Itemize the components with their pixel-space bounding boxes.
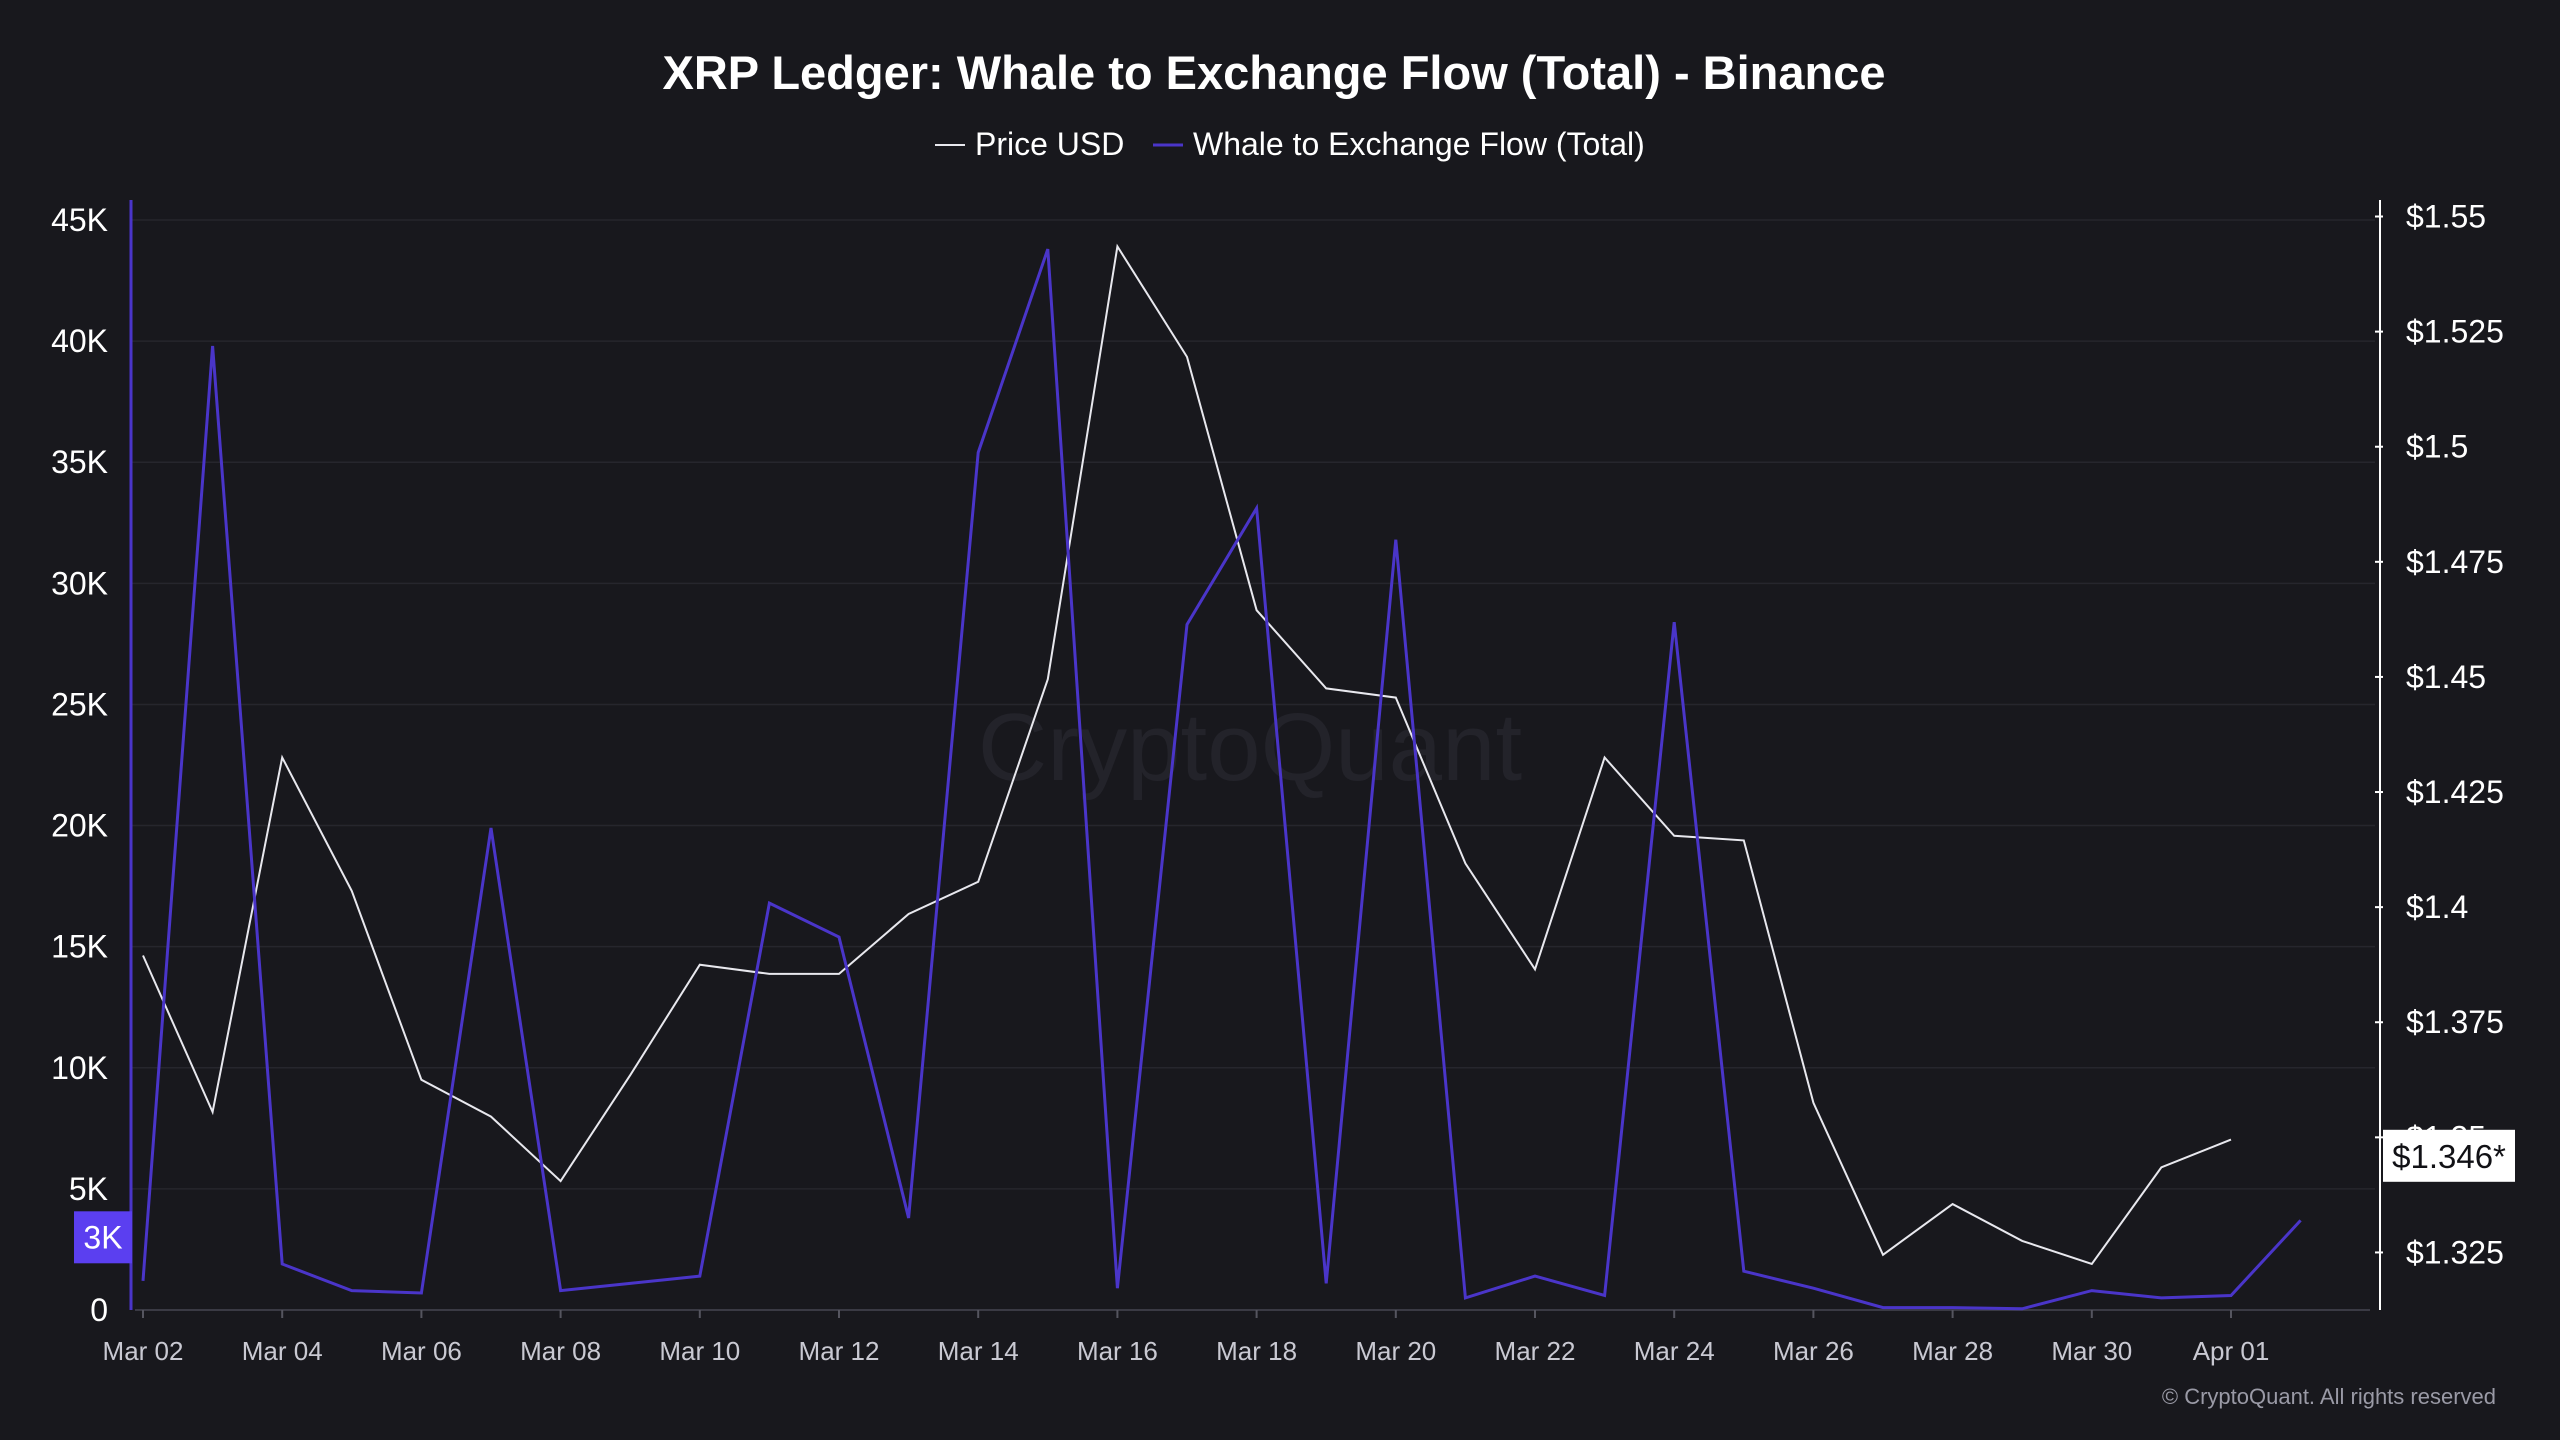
flow-badge-background [74, 1211, 132, 1264]
right-tick-label: $1.375 [2406, 1004, 2504, 1040]
left-tick-label: 0 [90, 1292, 108, 1328]
left-tick-label: 35K [51, 444, 108, 480]
x-tick-label: Mar 20 [1355, 1336, 1436, 1366]
x-tick-label: Mar 30 [2051, 1336, 2132, 1366]
x-tick-label: Mar 02 [103, 1336, 184, 1366]
flow-badge-label: 3K [83, 1219, 122, 1255]
price-usd-line [142, 243, 2232, 1266]
x-tick-label: Mar 12 [799, 1336, 880, 1366]
left-tick-label: 10K [51, 1050, 108, 1086]
left-tick-label: 20K [51, 808, 108, 844]
legend-label-flow[interactable]: Whale to Exchange Flow (Total) [1193, 126, 1645, 162]
left-axis: 0 5K 10K 15K 20K 25K 30K 35K 40K 45K [51, 200, 133, 1328]
right-tick-label: $1.45 [2406, 659, 2486, 695]
legend-label-price[interactable]: Price USD [975, 126, 1124, 162]
watermark: CryptoQuant [978, 694, 1522, 801]
x-tick-label: Mar 26 [1773, 1336, 1854, 1366]
grid [130, 219, 2375, 1190]
whale-flow-line [141, 248, 2302, 1311]
right-tick-label: $1.475 [2406, 544, 2504, 580]
price-badge-label: $1.346* [2392, 1138, 2506, 1175]
right-tick-label: $1.55 [2406, 199, 2486, 235]
left-tick-label: 30K [51, 565, 108, 601]
left-tick-label: 15K [51, 929, 108, 965]
x-tick-label: Mar 08 [520, 1336, 601, 1366]
x-tick-label: Apr 01 [2193, 1336, 2270, 1366]
left-tick-label: 5K [69, 1171, 108, 1207]
x-axis: Mar 02 Mar 04 Mar 06 Mar 08 Mar 10 Mar 12 Mar … [103, 1309, 2370, 1366]
right-tick-label: $1.325 [2406, 1234, 2504, 1270]
chart-title: XRP Ledger: Whale to Exchange Flow (Tota… [662, 46, 1885, 99]
right-tick-label: $1.4 [2406, 889, 2468, 925]
x-tick-label: Mar 16 [1077, 1336, 1158, 1366]
left-tick-label: 40K [51, 323, 108, 359]
left-tick-label: 25K [51, 686, 108, 722]
left-tick-label: 45K [51, 202, 108, 238]
series-layer [141, 243, 2302, 1311]
right-tick-label: $1.5 [2406, 429, 2468, 465]
x-tick-label: Mar 14 [938, 1336, 1019, 1366]
flow-last-value-badge: 3K [74, 1211, 132, 1264]
legend: Price USD Whale to Exchange Flow (Total) [935, 126, 1645, 162]
x-tick-label: Mar 22 [1495, 1336, 1576, 1366]
right-tick-label: $1.425 [2406, 774, 2504, 810]
price-last-value-badge: $1.346* [2383, 1129, 2515, 1182]
x-tick-label: Mar 24 [1634, 1336, 1715, 1366]
x-tick-label: Mar 28 [1912, 1336, 1993, 1366]
x-tick-label: Mar 18 [1216, 1336, 1297, 1366]
price-badge-background [2383, 1129, 2515, 1182]
right-tick-label: $1.525 [2406, 314, 2504, 350]
x-tick-label: Mar 04 [242, 1336, 323, 1366]
copyright-notice: © CryptoQuant. All rights reserved [2162, 1384, 2496, 1409]
x-tick-label: Mar 10 [659, 1336, 740, 1366]
x-tick-label: Mar 06 [381, 1336, 462, 1366]
